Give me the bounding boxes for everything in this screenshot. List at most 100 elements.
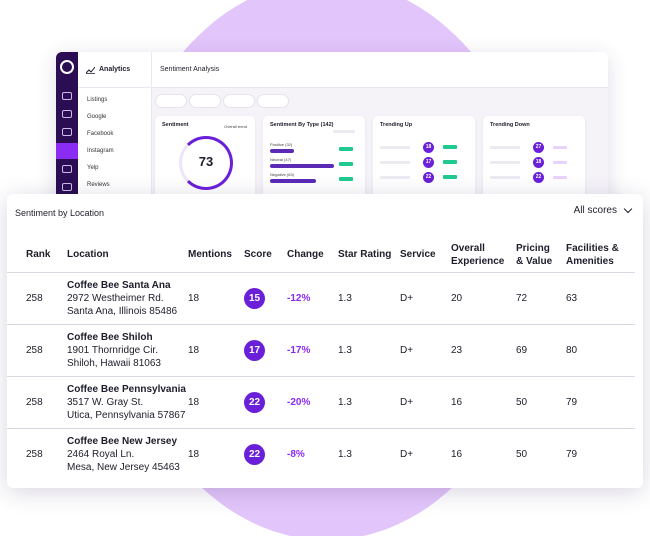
nav-item-listings[interactable]: Listings xyxy=(87,97,108,103)
type-label-negative: Negative (63) xyxy=(270,172,295,177)
type-bar-negative xyxy=(270,179,316,183)
planet-logo-icon[interactable] xyxy=(60,60,74,74)
table-row[interactable]: 258 Coffee Bee Santa Ana 2972 Westheimer… xyxy=(7,272,635,324)
icon-rail xyxy=(56,52,78,212)
col-location[interactable]: Location xyxy=(67,249,109,261)
cell-score: 17 xyxy=(244,324,287,376)
cell-location: Coffee Bee New Jersey 2464 Royal Ln. Mes… xyxy=(67,428,188,480)
cell-overall-experience: 23 xyxy=(451,344,463,356)
trend-badge: 18 xyxy=(533,157,544,168)
cell-mentions: 18 xyxy=(188,344,200,356)
col-pricing-value[interactable]: Pricing & Value xyxy=(516,238,566,272)
sentiment-by-location-panel: Sentiment by Location All scores Rank Lo… xyxy=(7,194,643,488)
location-icon[interactable] xyxy=(62,128,72,136)
neutral-indicator xyxy=(339,162,353,166)
cell-star-rating: 1.3 xyxy=(338,344,352,356)
table-row[interactable]: 258 Coffee Bee Pennsylvania 3517 W. Gray… xyxy=(7,376,635,428)
cell-mentions: 18 xyxy=(188,292,200,304)
cell-location: Coffee Bee Shiloh 1901 Thornridge Cir. S… xyxy=(67,324,188,376)
col-overall-line2: Experience xyxy=(451,255,505,267)
col-score[interactable]: Score xyxy=(244,249,272,261)
trend-label: Overall trend xyxy=(224,124,247,129)
location-address: 1901 Thornridge Cir. xyxy=(67,344,158,356)
cell-overall-experience: 16 xyxy=(451,448,463,460)
cell-rank: 258 xyxy=(26,448,43,460)
cell-service: D+ xyxy=(400,396,414,408)
location-name: Coffee Bee Shiloh xyxy=(67,331,153,343)
cell-change: -20% xyxy=(287,396,311,408)
location-name: Coffee Bee New Jersey xyxy=(67,435,178,447)
app-title: Analytics xyxy=(99,66,131,73)
home-icon[interactable] xyxy=(62,92,72,100)
cell-service: D+ xyxy=(400,344,414,356)
score-badge: 17 xyxy=(244,339,265,361)
cell-star-rating: 1.3 xyxy=(338,448,352,460)
cell-change: -12% xyxy=(287,292,311,304)
cell-facilities: 63 xyxy=(566,292,578,304)
col-facilities-line1: Facilities & xyxy=(566,242,619,254)
user-icon[interactable] xyxy=(62,183,72,191)
type-label-positive: Positive (32) xyxy=(270,142,293,147)
cell-facilities: 79 xyxy=(566,396,578,408)
col-overall-line1: Overall xyxy=(451,242,485,254)
col-service[interactable]: Service xyxy=(400,249,436,261)
score-filter-value: All scores xyxy=(573,205,617,216)
chart-active-icon[interactable] xyxy=(56,143,78,159)
cell-pricing-value: 50 xyxy=(516,396,528,408)
nav-item-facebook[interactable]: Facebook xyxy=(87,131,114,137)
nav-item-google[interactable]: Google xyxy=(87,114,107,120)
cell-service: D+ xyxy=(400,448,414,460)
card-title: Sentiment xyxy=(162,122,189,128)
location-name: Coffee Bee Santa Ana xyxy=(67,279,171,291)
nav-item-yelp[interactable]: Yelp xyxy=(87,165,99,171)
col-facilities-amenities[interactable]: Facilities & Amenities xyxy=(566,238,635,272)
cell-facilities: 79 xyxy=(566,448,578,460)
location-table: Rank Location Mentions Score Change Star… xyxy=(7,238,635,480)
cell-overall-experience: 20 xyxy=(451,292,463,304)
filter-pill[interactable] xyxy=(155,94,187,108)
nav-item-reviews[interactable]: Reviews xyxy=(87,182,110,188)
score-filter-dropdown[interactable]: All scores xyxy=(573,204,633,216)
sentiment-score: 73 xyxy=(198,154,214,169)
filter-pill[interactable] xyxy=(189,94,221,108)
cell-facilities: 80 xyxy=(566,344,578,356)
analytics-window: Analytics Listings Google Facebook Insta… xyxy=(56,52,608,212)
location-address: 3517 W. Gray St. xyxy=(67,396,144,408)
col-mentions[interactable]: Mentions xyxy=(188,249,232,261)
filter-pill[interactable] xyxy=(257,94,289,108)
nav-item-instagram[interactable]: Instagram xyxy=(87,148,114,154)
location-city: Mesa, New Jersey 45463 xyxy=(67,461,180,473)
car-icon[interactable] xyxy=(62,110,72,118)
inbox-icon[interactable] xyxy=(62,165,72,173)
nav-header: Analytics xyxy=(78,52,151,88)
cell-location: Coffee Bee Pennsylvania 3517 W. Gray St.… xyxy=(67,376,188,428)
location-city: Utica, Pennsylvania 57867 xyxy=(67,409,186,421)
page-title: Sentiment Analysis xyxy=(152,52,608,88)
col-star-rating[interactable]: Star Rating xyxy=(338,249,392,261)
cell-change: -17% xyxy=(287,344,311,356)
cell-change: -8% xyxy=(287,448,305,460)
cell-rank: 258 xyxy=(26,292,43,304)
cell-star-rating: 1.3 xyxy=(338,292,352,304)
trend-badge: 27 xyxy=(533,142,544,153)
type-label-neutral: Neutral (47) xyxy=(270,157,292,162)
sub-navigation: Analytics Listings Google Facebook Insta… xyxy=(78,52,152,212)
trend-badge: 22 xyxy=(533,172,544,183)
card-title: Trending Down xyxy=(490,122,530,128)
cell-mentions: 18 xyxy=(188,396,200,408)
cell-score: 22 xyxy=(244,428,287,480)
type-bar-neutral xyxy=(270,164,334,168)
cell-pricing-value: 50 xyxy=(516,448,528,460)
table-row[interactable]: 258 Coffee Bee Shiloh 1901 Thornridge Ci… xyxy=(7,324,635,376)
col-pricing-line1: Pricing xyxy=(516,242,550,254)
col-rank[interactable]: Rank xyxy=(26,249,51,261)
score-badge: 15 xyxy=(244,287,265,309)
cell-mentions: 18 xyxy=(188,448,200,460)
col-overall-experience[interactable]: Overall Experience xyxy=(451,238,516,272)
filter-pill[interactable] xyxy=(223,94,255,108)
col-change[interactable]: Change xyxy=(287,249,324,261)
trend-badge: 22 xyxy=(423,172,434,183)
table-row[interactable]: 258 Coffee Bee New Jersey 2464 Royal Ln.… xyxy=(7,428,635,480)
cell-pricing-value: 72 xyxy=(516,292,528,304)
location-address: 2972 Westheimer Rd. xyxy=(67,292,164,304)
